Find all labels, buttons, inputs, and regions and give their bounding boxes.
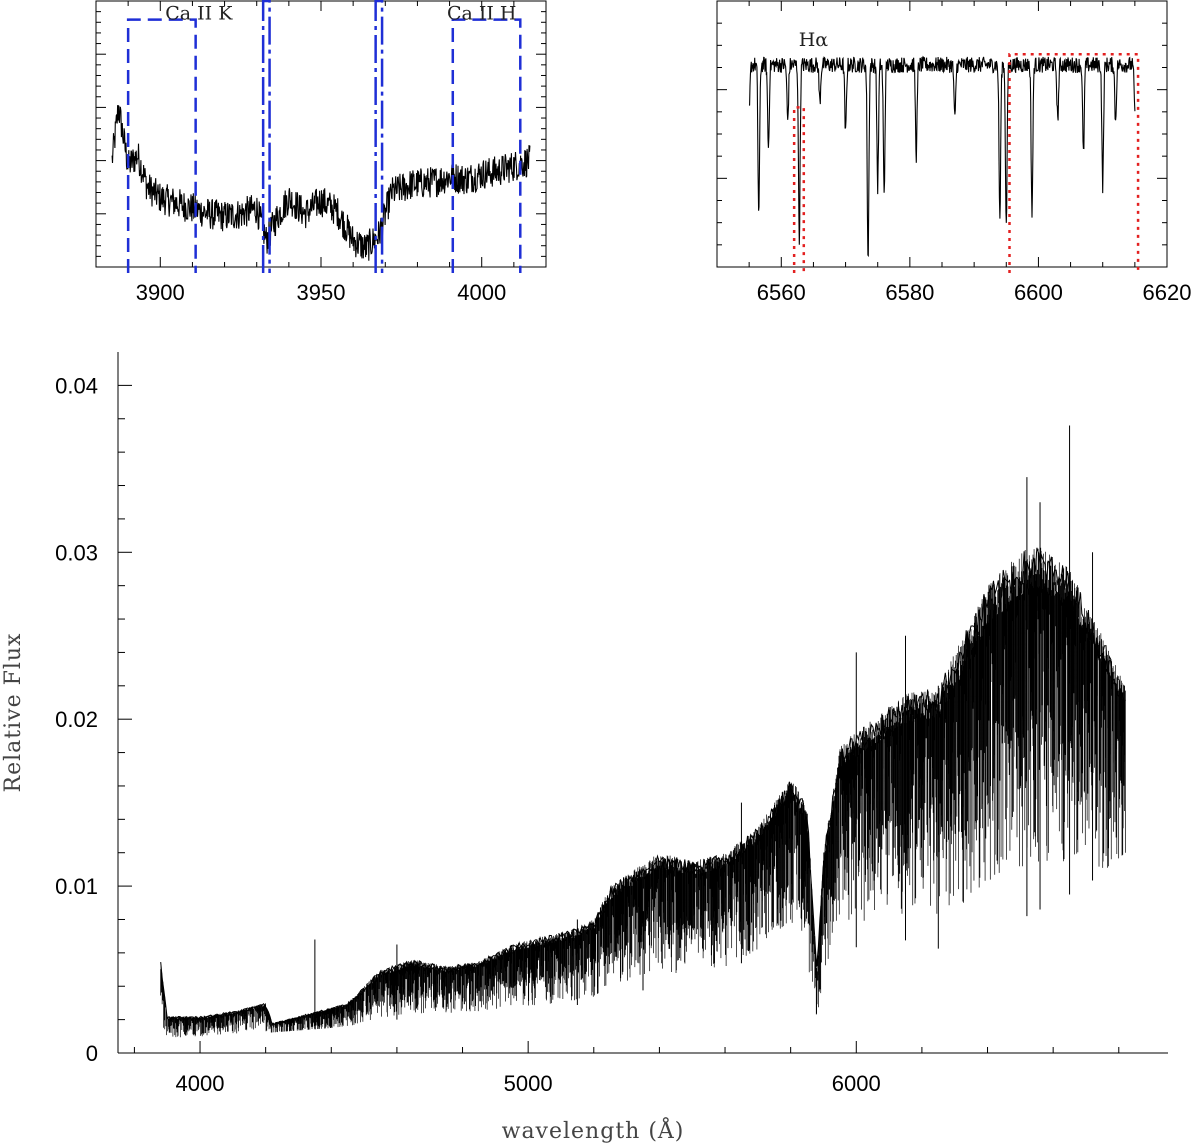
plot-frame: [716, 0, 1168, 268]
spectrum-line: [160, 547, 1126, 1038]
x-tick-label: 3950: [297, 280, 346, 305]
spectrum-line: [111, 105, 531, 261]
x-tick-label: 6620: [1143, 280, 1192, 305]
window-box: [792, 106, 806, 273]
y-tick-label: 0.02: [55, 707, 98, 732]
panel-h-alpha: 6560 6580 6600 6620 Hα: [716, 0, 1192, 305]
y-tick-label: 0.04: [55, 373, 98, 398]
spectrum-envelope: [160, 547, 1126, 1025]
x-tick-label: 6600: [1014, 280, 1063, 305]
x-tick-label: 6560: [757, 280, 806, 305]
window-box: [126, 18, 197, 273]
y-tick-label: 0.01: [55, 874, 98, 899]
line-annotation: Ca II H: [447, 3, 517, 25]
window-box: [1008, 52, 1140, 273]
x-tick-label: 4000: [457, 280, 506, 305]
x-tick-label: 4000: [176, 1071, 225, 1096]
line-annotation: Ca II K: [165, 3, 233, 25]
y-axis-title: Relative Flux: [1, 633, 26, 793]
panel-full-spectrum: 4000 5000 6000 0 0.01 0.02 0.03 0.04 wavelength …: [1, 352, 1168, 1144]
window-box: [451, 18, 522, 273]
x-tick-label: 6580: [885, 280, 934, 305]
x-tick-label: 5000: [504, 1071, 553, 1096]
x-tick-label: 3900: [136, 280, 185, 305]
window-box: [374, 0, 384, 273]
x-axis-title: wavelength (Å): [502, 1116, 685, 1144]
y-tick-label: 0.03: [55, 540, 98, 565]
panel-ca-ii-hk: 3900 3950 4000 Ca II K Ca II H: [95, 0, 547, 305]
line-annotation: Hα: [799, 29, 829, 51]
plot-frame: [95, 0, 547, 268]
spectrum-line: [748, 55, 1136, 258]
x-tick-label: 6000: [832, 1071, 881, 1096]
window-box: [261, 0, 271, 273]
y-tick-label: 0: [86, 1041, 98, 1066]
